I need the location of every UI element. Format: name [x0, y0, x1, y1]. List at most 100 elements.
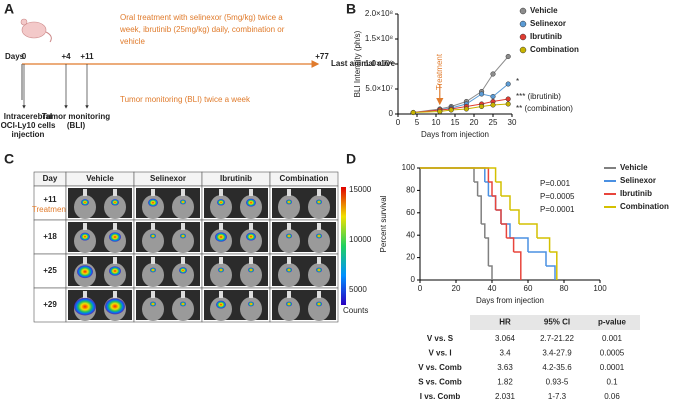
table-cell: 3.064 [495, 334, 516, 343]
header-label: Ibrutinib [220, 174, 252, 183]
signal [179, 267, 187, 274]
table-header-label: p-value [598, 318, 627, 327]
legend-marker [519, 33, 527, 41]
head-holder [113, 223, 117, 230]
survival-step [510, 209, 520, 224]
head-holder [317, 189, 321, 196]
p-value: P=0.0001 [540, 205, 575, 214]
y-tick-label: 0 [411, 275, 416, 284]
signal [248, 267, 254, 273]
mouse [74, 229, 96, 253]
head-holder [317, 223, 321, 230]
head-holder [249, 291, 253, 298]
y-tick-label: 2.0×10⁸ [365, 9, 393, 18]
table-header [470, 315, 640, 330]
mouse [142, 263, 164, 287]
survival-step [474, 181, 479, 196]
signal [286, 267, 292, 273]
table-cell: 3.4 [499, 349, 511, 358]
head-holder [181, 223, 185, 230]
mouse [240, 297, 262, 321]
treatment-label: Treatment [32, 205, 69, 214]
treatment-text: week, ibrutinib (25mg/kg) daily, combina… [119, 25, 285, 34]
row-label: V vs. Comb [418, 363, 462, 372]
signal [77, 265, 93, 279]
signal [248, 301, 254, 307]
survival-step [528, 251, 547, 266]
event-label: (BLI) [67, 121, 86, 130]
day-tick: +77 [315, 52, 329, 61]
mouse [210, 297, 232, 321]
x-tick-label: 25 [489, 118, 498, 127]
survival-step [495, 181, 502, 196]
header-label: Day [43, 174, 58, 183]
head-holder [113, 291, 117, 298]
head-holder [317, 291, 321, 298]
head-holder [181, 257, 185, 264]
table-cell: 0.001 [602, 334, 623, 343]
data-point [490, 102, 496, 108]
legend-label: Vehicle [620, 163, 648, 172]
signal [180, 199, 186, 205]
mouse-icon [20, 18, 52, 43]
mouse [142, 297, 164, 321]
y-tick-label: 20 [406, 253, 415, 262]
survival-step [488, 181, 493, 196]
mouse [172, 229, 194, 253]
data-point [463, 106, 469, 112]
survival-step [549, 251, 558, 280]
head-holder [151, 223, 155, 230]
panel-label: D [346, 151, 356, 167]
x-tick-label: 5 [415, 118, 420, 127]
annotation: * [516, 77, 519, 86]
mouse [172, 263, 194, 287]
days-label: Days [5, 52, 25, 61]
mouse [278, 297, 300, 321]
y-tick-label: 40 [406, 230, 415, 239]
table-header-label: HR [499, 318, 511, 327]
end-label: Last animal alive [331, 59, 396, 68]
survival-step [537, 237, 551, 252]
survival-step [484, 237, 490, 266]
survival-step [501, 223, 508, 238]
data-point [490, 71, 496, 77]
event-label: injection [12, 130, 45, 139]
mouse [240, 229, 262, 253]
survival-step [546, 265, 556, 280]
signal [286, 301, 292, 307]
table-cell: 0.0001 [600, 363, 625, 372]
survival-step [510, 237, 529, 252]
legend-marker [519, 46, 527, 54]
data-point [490, 93, 496, 100]
head-holder [151, 189, 155, 196]
x-tick-label: 0 [396, 118, 401, 127]
x-tick-label: 10 [432, 118, 441, 127]
mouse [210, 263, 232, 287]
head-holder [151, 291, 155, 298]
y-tick-label: 0 [389, 109, 394, 118]
mouse [142, 195, 164, 219]
day-tick: +11 [80, 52, 94, 61]
colorbar-tick: 10000 [349, 235, 372, 244]
x-axis-label: Days from injection [476, 296, 544, 305]
head-holder [287, 257, 291, 264]
x-tick-label: 15 [451, 118, 460, 127]
survival-step [484, 181, 490, 196]
table-header-label: 95% CI [544, 318, 570, 327]
mouse [278, 195, 300, 219]
day-tick: 0 [22, 52, 27, 61]
day-cell [33, 219, 67, 255]
x-tick-label: 40 [488, 284, 497, 293]
day-label: +18 [43, 232, 57, 241]
treatment-text: vehicle [120, 37, 145, 46]
head-holder [317, 257, 321, 264]
head-holder [113, 257, 117, 264]
head-holder [249, 257, 253, 264]
annotation: ** (combination) [516, 104, 573, 113]
x-tick-label: 60 [524, 284, 533, 293]
y-tick-label: 80 [406, 186, 415, 195]
signal [316, 267, 322, 273]
mouse [172, 297, 194, 321]
data-point [505, 96, 511, 102]
